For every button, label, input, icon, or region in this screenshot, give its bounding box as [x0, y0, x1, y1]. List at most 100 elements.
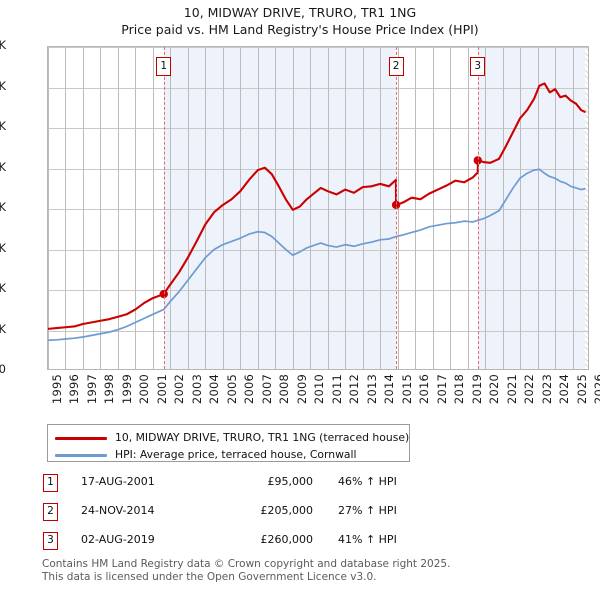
- x-axis-tick-label: 2001: [154, 374, 169, 405]
- transaction-hpi-delta: 27% ↑ HPI: [338, 504, 397, 517]
- x-axis-tick-label: 1998: [102, 374, 117, 405]
- chart-title: 10, MIDWAY DRIVE, TRURO, TR1 1NG: [183, 5, 417, 20]
- x-axis-tick-label: 2009: [294, 374, 309, 405]
- transaction-date: 02-AUG-2019: [81, 533, 155, 546]
- x-axis-tick-label: 2017: [434, 374, 449, 405]
- x-axis-tick-label: 2023: [539, 374, 554, 405]
- transaction-index-badge: 1: [43, 474, 58, 492]
- gridline-vertical: [415, 47, 416, 369]
- legend-swatch: [55, 454, 107, 457]
- gridline-vertical: [485, 47, 486, 369]
- gridline-horizontal: [48, 331, 588, 332]
- event-marker-box-2[interactable]: 2: [388, 57, 404, 76]
- transaction-date: 24-NOV-2014: [81, 504, 155, 517]
- event-line-3: [477, 47, 479, 369]
- forecast-hatched-region: [584, 47, 588, 369]
- gridline-vertical: [345, 47, 346, 369]
- series-line: [48, 82, 586, 330]
- x-axis-tick-label: 2019: [469, 374, 484, 405]
- gridline-vertical: [188, 47, 189, 369]
- gridline-horizontal: [48, 47, 588, 48]
- gridline-vertical: [555, 47, 556, 369]
- transaction-price: £260,000: [260, 533, 314, 546]
- gridline-vertical: [223, 47, 224, 369]
- shaded-band: [477, 47, 585, 369]
- plot-area: 1 2 3: [47, 46, 589, 370]
- x-axis-tick-label: 2014: [382, 374, 397, 405]
- x-axis-tick-label: 2012: [347, 374, 362, 405]
- x-axis-tick-label: 1996: [67, 374, 82, 405]
- x-axis-tick-label: 2022: [522, 374, 537, 405]
- gridline-vertical: [573, 47, 574, 369]
- gridline-vertical: [328, 47, 329, 369]
- shaded-band: [163, 47, 397, 369]
- x-axis-tick-label: 1997: [84, 374, 99, 405]
- transaction-price: £205,000: [260, 504, 314, 517]
- footer-line-1: Contains HM Land Registry data © Crown c…: [42, 558, 451, 570]
- event-marker-box-3[interactable]: 3: [470, 57, 486, 76]
- gridline-vertical: [503, 47, 504, 369]
- x-axis-tick-label: 1999: [119, 374, 134, 405]
- footer-attribution: Contains HM Land Registry data © Crown c…: [42, 558, 582, 583]
- event-marker-box-1[interactable]: 1: [156, 57, 172, 76]
- x-axis-tick-label: 2026: [592, 374, 600, 405]
- plot-background-bands: [48, 47, 588, 369]
- gridline-vertical: [118, 47, 119, 369]
- transaction-index-badge: 2: [43, 503, 58, 521]
- x-axis-tick-label: 2000: [137, 374, 152, 405]
- legend-label: 10, MIDWAY DRIVE, TRURO, TR1 1NG (terrac…: [115, 431, 410, 444]
- footer-line-2: This data is licensed under the Open Gov…: [42, 570, 377, 583]
- transaction-index-badge: 3: [43, 532, 58, 550]
- gridline-vertical: [240, 47, 241, 369]
- gridline-vertical: [65, 47, 66, 369]
- gridline-horizontal: [48, 169, 588, 170]
- gridline-vertical: [48, 47, 49, 369]
- x-axis-tick-label: 2006: [242, 374, 257, 405]
- gridline-vertical: [310, 47, 311, 369]
- series-lines: [48, 82, 586, 342]
- x-axis-tick-label: 2003: [189, 374, 204, 405]
- legend-label: HPI: Average price, terraced house, Corn…: [115, 448, 357, 461]
- gridline-vertical: [538, 47, 539, 369]
- gridline-vertical: [258, 47, 259, 369]
- legend-swatch: [55, 437, 107, 440]
- x-axis-tick-label: 2015: [399, 374, 414, 405]
- x-axis-tick-label: 2011: [329, 374, 344, 405]
- gridline-vertical: [380, 47, 381, 369]
- x-axis-tick-label: 2002: [172, 374, 187, 405]
- chart-subtitle: Price paid vs. HM Land Registry's House …: [121, 22, 479, 37]
- x-axis-tick-label: 2013: [364, 374, 379, 405]
- gridline-horizontal: [48, 88, 588, 89]
- x-axis-tick-label: 2024: [557, 374, 572, 405]
- series-line: [48, 168, 586, 342]
- gridline-horizontal: [48, 128, 588, 129]
- transaction-date: 17-AUG-2001: [81, 475, 155, 488]
- gridline-vertical: [293, 47, 294, 369]
- gridline-vertical: [433, 47, 434, 369]
- x-axis-tick-label: 2021: [504, 374, 519, 405]
- gridline-horizontal: [48, 209, 588, 210]
- x-axis-tick-label: 2010: [312, 374, 327, 405]
- gridline-vertical: [275, 47, 276, 369]
- transaction-hpi-delta: 41% ↑ HPI: [338, 533, 397, 546]
- gridline-horizontal: [48, 250, 588, 251]
- event-line-2: [396, 47, 398, 369]
- gridline-horizontal: [48, 290, 588, 291]
- x-axis-tick-label: 2005: [224, 374, 239, 405]
- gridline-vertical: [83, 47, 84, 369]
- x-axis-tick-label: 2025: [574, 374, 589, 405]
- x-axis-tick-label: 1995: [50, 374, 64, 405]
- event-line-1: [163, 47, 165, 369]
- x-axis-tick-label: 2020: [487, 374, 502, 405]
- x-axis-tick-label: 2004: [207, 374, 222, 405]
- gridline-vertical: [468, 47, 469, 369]
- x-axis-tick-label: 2016: [417, 374, 432, 405]
- gridline-vertical: [135, 47, 136, 369]
- x-axis-tick-label: 2018: [452, 374, 467, 405]
- gridline-vertical: [170, 47, 171, 369]
- gridline-vertical: [100, 47, 101, 369]
- x-axis-tick-label: 2007: [259, 374, 274, 405]
- transaction-price: £95,000: [267, 475, 314, 488]
- gridline-vertical: [363, 47, 364, 369]
